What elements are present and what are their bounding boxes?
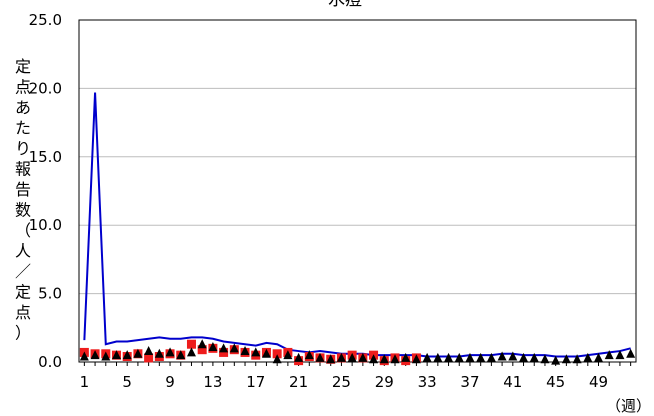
data-point [433, 352, 443, 362]
data-point [197, 339, 207, 349]
data-point [229, 343, 239, 353]
y-tick-label: 10.0 [29, 216, 62, 234]
x-ticks: 1 5 9 13 17 21 25 29 33 37 41 45 49 [80, 362, 632, 391]
data-point [90, 350, 100, 360]
y-ticks: 0.0 5.0 10.0 15.0 20.0 25.0 [29, 11, 62, 371]
chart-title: 水痘 [328, 0, 362, 10]
data-point [358, 352, 368, 362]
gridlines [79, 87, 636, 295]
data-point [261, 348, 271, 358]
x-tick-label: 33 [418, 373, 437, 391]
data-point [272, 349, 282, 359]
data-point [454, 352, 464, 362]
data-point [561, 354, 571, 364]
data-point [519, 352, 529, 362]
x-tick-label: 49 [589, 373, 608, 391]
data-point [583, 352, 593, 362]
y-tick-label: 20.0 [29, 79, 62, 97]
data-point [133, 348, 143, 358]
data-point [165, 347, 175, 357]
data-point [186, 347, 196, 357]
data-point [497, 351, 507, 361]
data-point [251, 347, 261, 357]
y-tick-label: 25.0 [29, 11, 62, 29]
y-tick-label: 0.0 [38, 353, 62, 371]
data-point [219, 347, 229, 357]
data-point [529, 352, 539, 362]
data-point [411, 354, 421, 364]
series-3 [79, 339, 636, 365]
data-point [465, 352, 475, 362]
x-tick-label: 5 [122, 373, 132, 391]
x-tick-label: 1 [80, 373, 90, 391]
x-axis-unit: （週） [606, 397, 651, 415]
series-1 [83, 92, 631, 358]
data-point [144, 353, 154, 363]
data-point [347, 352, 357, 362]
data-point [79, 351, 89, 361]
data-point [326, 354, 336, 364]
plot-area [78, 19, 637, 363]
data-point [283, 350, 293, 360]
data-point [594, 352, 604, 362]
data-point [422, 352, 432, 362]
data-point [486, 352, 496, 362]
y-tick-label: 5.0 [38, 285, 62, 303]
x-tick-label: 9 [165, 373, 175, 391]
data-point [604, 350, 614, 360]
data-point [111, 350, 121, 360]
data-point [390, 354, 400, 364]
data-point [208, 341, 218, 351]
x-tick-label: 25 [332, 373, 351, 391]
data-point [615, 350, 625, 360]
x-tick-label: 37 [460, 373, 479, 391]
data-point [508, 351, 518, 361]
data-point [154, 348, 164, 358]
data-point [369, 354, 379, 364]
series-group [79, 92, 636, 366]
data-point [197, 345, 207, 355]
x-tick-label: 41 [503, 373, 522, 391]
data-point [444, 352, 454, 362]
data-point [294, 352, 304, 362]
data-point [572, 354, 582, 364]
data-point [240, 346, 250, 356]
data-point [315, 352, 325, 362]
series-line [83, 92, 631, 358]
y-axis-label: 定点あたり報告数（人／定点） [15, 57, 31, 343]
x-tick-label: 21 [289, 373, 308, 391]
x-tick-label: 29 [375, 373, 394, 391]
series-2 [79, 339, 421, 366]
data-point [540, 354, 550, 364]
data-point [476, 352, 486, 362]
data-point [304, 350, 314, 360]
data-point [626, 348, 636, 358]
data-point [401, 352, 411, 362]
data-point [379, 354, 389, 364]
data-point [144, 346, 154, 356]
y-tick-label: 15.0 [29, 148, 62, 166]
data-point [219, 343, 229, 353]
x-tick-label: 45 [546, 373, 565, 391]
data-point [122, 350, 132, 360]
data-point [176, 350, 186, 360]
x-tick-label: 17 [246, 373, 265, 391]
data-point [186, 339, 196, 349]
data-point [272, 354, 282, 364]
x-tick-label: 13 [203, 373, 222, 391]
data-point [101, 351, 111, 361]
data-point [336, 352, 346, 362]
data-point [551, 355, 561, 365]
